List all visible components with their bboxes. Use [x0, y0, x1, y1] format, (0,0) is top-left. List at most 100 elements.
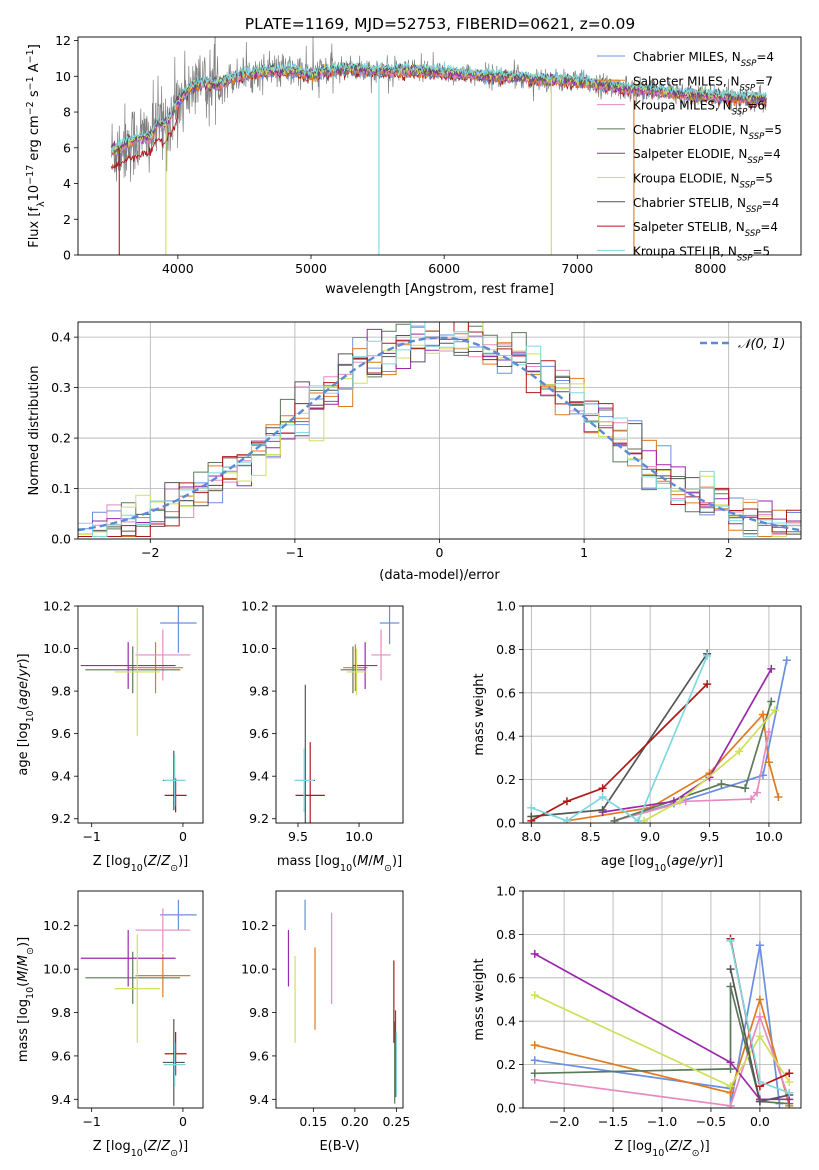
y-tick-label: 10.0 — [43, 962, 71, 977]
label-part: )] — [178, 1139, 188, 1154]
legend-label-part: =4 — [763, 147, 781, 161]
series-kroupa_stelib — [726, 936, 794, 1097]
series-marker — [703, 651, 712, 660]
label-part: / — [368, 854, 373, 869]
series-marker — [634, 816, 643, 823]
label-part: ( — [352, 854, 357, 869]
series-line — [566, 712, 780, 822]
y-tick-label: 9.8 — [249, 1005, 269, 1020]
x-tick-label: 8.5 — [581, 829, 601, 844]
axes-frame — [77, 605, 204, 824]
y-tick-label: 8 — [63, 105, 71, 120]
x-tick-label: 0.25 — [382, 1114, 410, 1129]
legend-label-part: SSP — [746, 205, 762, 215]
series-marker — [610, 816, 619, 823]
series-marker — [527, 803, 536, 812]
x-tick-label: 10.0 — [345, 829, 373, 844]
series-marker — [753, 788, 762, 797]
label-part: age — [671, 854, 695, 869]
x-tick-label: 2 — [725, 545, 733, 560]
histogram-salpeter_elodie — [78, 322, 801, 537]
y-tick-label: 0.4 — [51, 330, 71, 345]
label-part: / — [16, 966, 31, 971]
legend-label: Salpeter STELIB, NSSP=4 — [633, 220, 778, 239]
legend-label: Salpeter ELODIE, NSSP=4 — [633, 147, 781, 166]
legend-label-part: SSP — [745, 229, 761, 239]
residuals-panel: −2 −1 0 1 2 0.0 0.1 0.2 0.3 0.4 (data-model)/error… — [27, 321, 802, 583]
age_vs_Z-panel: −1 09.29.49.69.810.010.2Z [log10(Z/Z⊙)]ag… — [16, 599, 204, 874]
label-part: yr — [16, 662, 31, 678]
series-marker — [726, 936, 735, 945]
legend-label-part: =5 — [764, 123, 782, 137]
legend-label-part: SSP — [737, 253, 753, 263]
x-tick-label: 9.5 — [700, 829, 720, 844]
y-axis-label: mass [log10(M/M⊙)] — [16, 937, 36, 1062]
y-axis-label: mass weight — [472, 673, 487, 755]
y-tick-label: 9.8 — [51, 684, 71, 699]
x-tick-label: −1.0 — [647, 1114, 677, 1129]
y-tick-label: 10.2 — [43, 599, 71, 614]
series-marker — [726, 1082, 735, 1091]
normal-curve — [77, 336, 802, 532]
label-part: 10 — [654, 863, 666, 874]
errorbar-salpeter_miles — [135, 953, 191, 998]
legend-label-part: SSP — [732, 108, 748, 118]
series-kroupa_elodie — [640, 706, 779, 823]
axes: −1 0 9.2 9.4 9.6 9.8 10.0 10.2 — [43, 599, 187, 845]
x-tick-label: 0 — [179, 829, 187, 844]
x-axis-label: wavelength [Angstrom, rest frame] — [325, 282, 554, 297]
label-part: ( — [666, 854, 671, 869]
x-axis-label: age [log10(age/yr)] — [601, 854, 723, 874]
series-line — [534, 994, 791, 1088]
y-tick-label: 10.0 — [241, 962, 269, 977]
errorbar-kroupa_elodie — [114, 934, 161, 1043]
series-marker — [747, 795, 756, 804]
label-part: 10 — [25, 710, 36, 722]
x-axis-label: (data-model)/error — [379, 568, 500, 583]
label-part: s — [27, 90, 42, 101]
x-tick-label: 5000 — [295, 261, 327, 276]
series-marker — [755, 1097, 764, 1106]
label-part: Z [log — [614, 1139, 652, 1154]
label-part: Z — [147, 1139, 158, 1154]
series-marker — [726, 1101, 735, 1108]
label-part: / — [16, 676, 31, 681]
errorbar-salpeter_miles — [343, 644, 368, 692]
legend-label-part: SSP — [740, 83, 756, 93]
weight_vs_age-panel: 8.0 8.5 9.0 9.5 10.0 0.0 0.2 0.4 0.6 0.8 1.0 age [l… — [472, 599, 802, 874]
series-marker — [530, 1041, 539, 1050]
y-axis-label: age [log10(age/yr)] — [16, 653, 36, 775]
errorbar-chabrier_miles — [160, 899, 197, 931]
label-part: −17 — [25, 165, 36, 185]
series-marker — [758, 710, 767, 719]
series-salpeter_miles — [562, 710, 783, 823]
legend-label-part: Chabrier STELIB, N — [633, 196, 746, 210]
errorbar-salpeter_elodie — [80, 930, 176, 987]
series-marker — [527, 816, 536, 823]
series-salpeter_stelib — [527, 680, 712, 823]
label-part: Z — [147, 854, 158, 869]
x-tick-label: 8000 — [695, 261, 727, 276]
y-tick-label: 0.0 — [51, 532, 71, 547]
label-part: Flux [f — [27, 207, 42, 248]
y-tick-label: 9.8 — [249, 684, 269, 699]
y-tick-label: 9.6 — [249, 1048, 269, 1063]
label-part: −1 — [25, 76, 36, 90]
errorbar-kroupa_miles — [135, 629, 191, 681]
series-line — [534, 953, 790, 1101]
x-tick-label: −0.5 — [696, 1114, 726, 1129]
y-tick-label: 6 — [63, 140, 71, 155]
label-part: M — [357, 854, 368, 869]
y-tick-label: 10.2 — [241, 918, 269, 933]
series-marker — [764, 758, 773, 767]
legend-label: Chabrier MILES, NSSP=4 — [633, 50, 774, 69]
series-marker — [530, 1056, 539, 1065]
y-tick-label: 9.8 — [51, 1005, 71, 1020]
legend-label-part: Chabrier MILES, N — [633, 50, 741, 64]
label-part: ⊙ — [170, 1148, 178, 1159]
series-marker — [764, 727, 773, 736]
legend-label: Salpeter MILES, NSSP=7 — [633, 74, 773, 93]
legend-label: Kroupa MILES, NSSP=6 — [633, 99, 765, 118]
x-tick-label: −1 — [82, 829, 100, 844]
series-marker — [726, 982, 735, 991]
